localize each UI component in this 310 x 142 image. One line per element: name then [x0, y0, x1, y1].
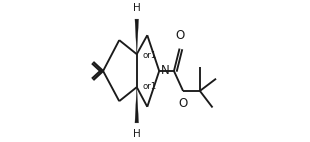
- Polygon shape: [135, 19, 139, 54]
- Text: O: O: [175, 29, 184, 42]
- Polygon shape: [135, 87, 139, 123]
- Text: N: N: [161, 64, 170, 78]
- Text: H: H: [133, 129, 141, 138]
- Text: O: O: [179, 97, 188, 109]
- Text: H: H: [133, 4, 141, 13]
- Text: or1: or1: [142, 82, 157, 90]
- Text: or1: or1: [142, 51, 157, 60]
